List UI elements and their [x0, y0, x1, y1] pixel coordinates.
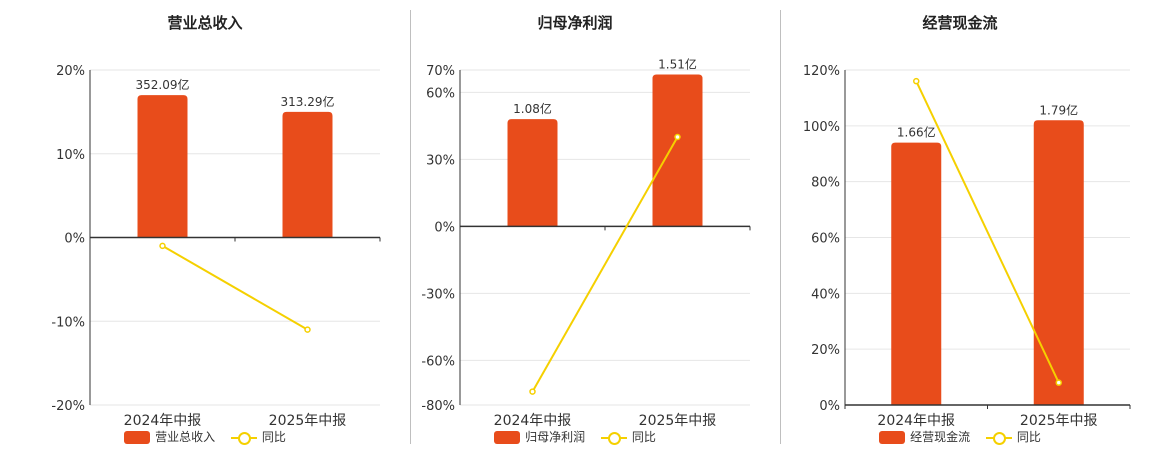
y-tick-label: 80% — [811, 176, 840, 191]
panel-divider — [780, 10, 781, 444]
legend-item-line[interactable]: 同比 — [600, 428, 656, 445]
y-tick-label: 0% — [434, 220, 455, 235]
legend-item-line[interactable]: 同比 — [985, 428, 1041, 445]
legend: 经营现金流 同比 — [775, 428, 1145, 445]
x-tick-label: 2025年中报 — [1020, 413, 1098, 429]
bar — [891, 142, 942, 406]
y-tick-label: 20% — [811, 343, 840, 358]
chart-panel-net-profit: 归母净利润 70% 60% 30% 0% -30% -60% -80% 1.08亿 1.51亿 2… — [390, 0, 760, 450]
bar — [652, 74, 703, 227]
y-tick-label: 0% — [819, 399, 840, 414]
bar-value-label: 1.79亿 — [1039, 102, 1078, 117]
y-tick-label: -80% — [421, 399, 455, 414]
x-tick-label: 2024年中报 — [124, 413, 202, 429]
chart-title: 营业总收入 — [167, 14, 243, 32]
yoy-point — [1055, 379, 1062, 386]
y-tick-label: 100% — [803, 120, 840, 135]
chart-title: 归母净利润 — [537, 14, 613, 32]
bar — [507, 119, 558, 227]
legend-swatch-bar — [879, 431, 906, 444]
x-tick-label: 2025年中报 — [639, 413, 717, 429]
yoy-point — [674, 133, 681, 141]
y-tick-label: -20% — [51, 399, 85, 414]
legend-label-bar: 归母净利润 — [525, 430, 586, 444]
legend-item-bar[interactable]: 营业总收入 — [124, 428, 215, 445]
legend-label-bar: 经营现金流 — [910, 430, 971, 444]
x-tick-label: 2024年中报 — [877, 413, 955, 429]
panel-divider — [410, 10, 411, 444]
legend: 归母净利润 同比 — [390, 428, 760, 445]
legend-item-line[interactable]: 同比 — [230, 428, 286, 445]
y-tick-label: 0% — [64, 232, 85, 247]
bar-value-label: 1.51亿 — [658, 56, 697, 71]
bar-value-label: 1.66亿 — [897, 125, 936, 140]
legend-swatch-line — [230, 431, 257, 445]
bar — [282, 111, 333, 238]
yoy-point — [529, 388, 536, 395]
legend-item-bar[interactable]: 经营现金流 — [879, 428, 970, 445]
y-tick-label: -30% — [421, 287, 455, 302]
bar — [137, 95, 188, 238]
x-tick-label: 2025年中报 — [269, 413, 347, 429]
yoy-point — [913, 77, 920, 85]
legend-swatch-bar — [124, 431, 151, 444]
yoy-point — [159, 242, 166, 250]
bar — [1033, 120, 1084, 405]
bar-value-label: 313.29亿 — [281, 94, 335, 109]
y-tick-label: 40% — [811, 287, 840, 302]
legend-label-line: 同比 — [261, 430, 286, 444]
chart-title: 经营现金流 — [922, 14, 998, 32]
yoy-line — [915, 80, 1060, 384]
bar-value-label: 1.08亿 — [513, 101, 552, 116]
legend-swatch-bar — [494, 431, 521, 444]
x-tick-label: 2024年中报 — [494, 413, 572, 429]
chart-panel-revenue: 营业总收入 20% 10% 0% -10% -20% 352.09亿 313.29亿 2024… — [20, 0, 390, 450]
chart-svg: 20% 10% 0% -10% -20% 352.09亿 313.29亿 2024年中报 202… — [51, 64, 381, 429]
y-tick-label: 60% — [811, 232, 840, 247]
y-tick-label: 10% — [56, 148, 85, 163]
legend-swatch-line — [600, 431, 627, 445]
y-tick-label: 30% — [426, 153, 455, 168]
legend-label-line: 同比 — [1016, 430, 1041, 444]
y-tick-label: 20% — [56, 64, 85, 79]
yoy-point — [304, 326, 311, 333]
legend-item-bar[interactable]: 归母净利润 — [494, 428, 585, 445]
y-tick-label: -60% — [421, 354, 455, 369]
chart-svg: 120% 100% 80% 60% 40% 20% 0% 1.66亿 1.79亿 2024年中报 2… — [803, 64, 1131, 429]
bar-value-label: 352.09亿 — [136, 77, 190, 92]
chart-panel-operating-cashflow: 经营现金流 120% 100% 80% 60% 40% 20% 0% 1.66亿 1.79亿 20… — [775, 0, 1145, 450]
y-tick-label: 60% — [426, 86, 455, 101]
legend-swatch-line — [985, 431, 1012, 445]
yoy-line — [161, 245, 309, 331]
chart-svg: 70% 60% 30% 0% -30% -60% -80% 1.08亿 1.51亿 2024年中报… — [421, 56, 751, 429]
legend-label-line: 同比 — [631, 430, 656, 444]
y-tick-label: -10% — [51, 315, 85, 330]
y-tick-label: 70% — [426, 64, 455, 79]
yoy-line — [531, 136, 679, 393]
legend-label-bar: 营业总收入 — [155, 430, 216, 444]
legend: 营业总收入 同比 — [20, 428, 390, 445]
y-tick-label: 120% — [803, 64, 840, 79]
